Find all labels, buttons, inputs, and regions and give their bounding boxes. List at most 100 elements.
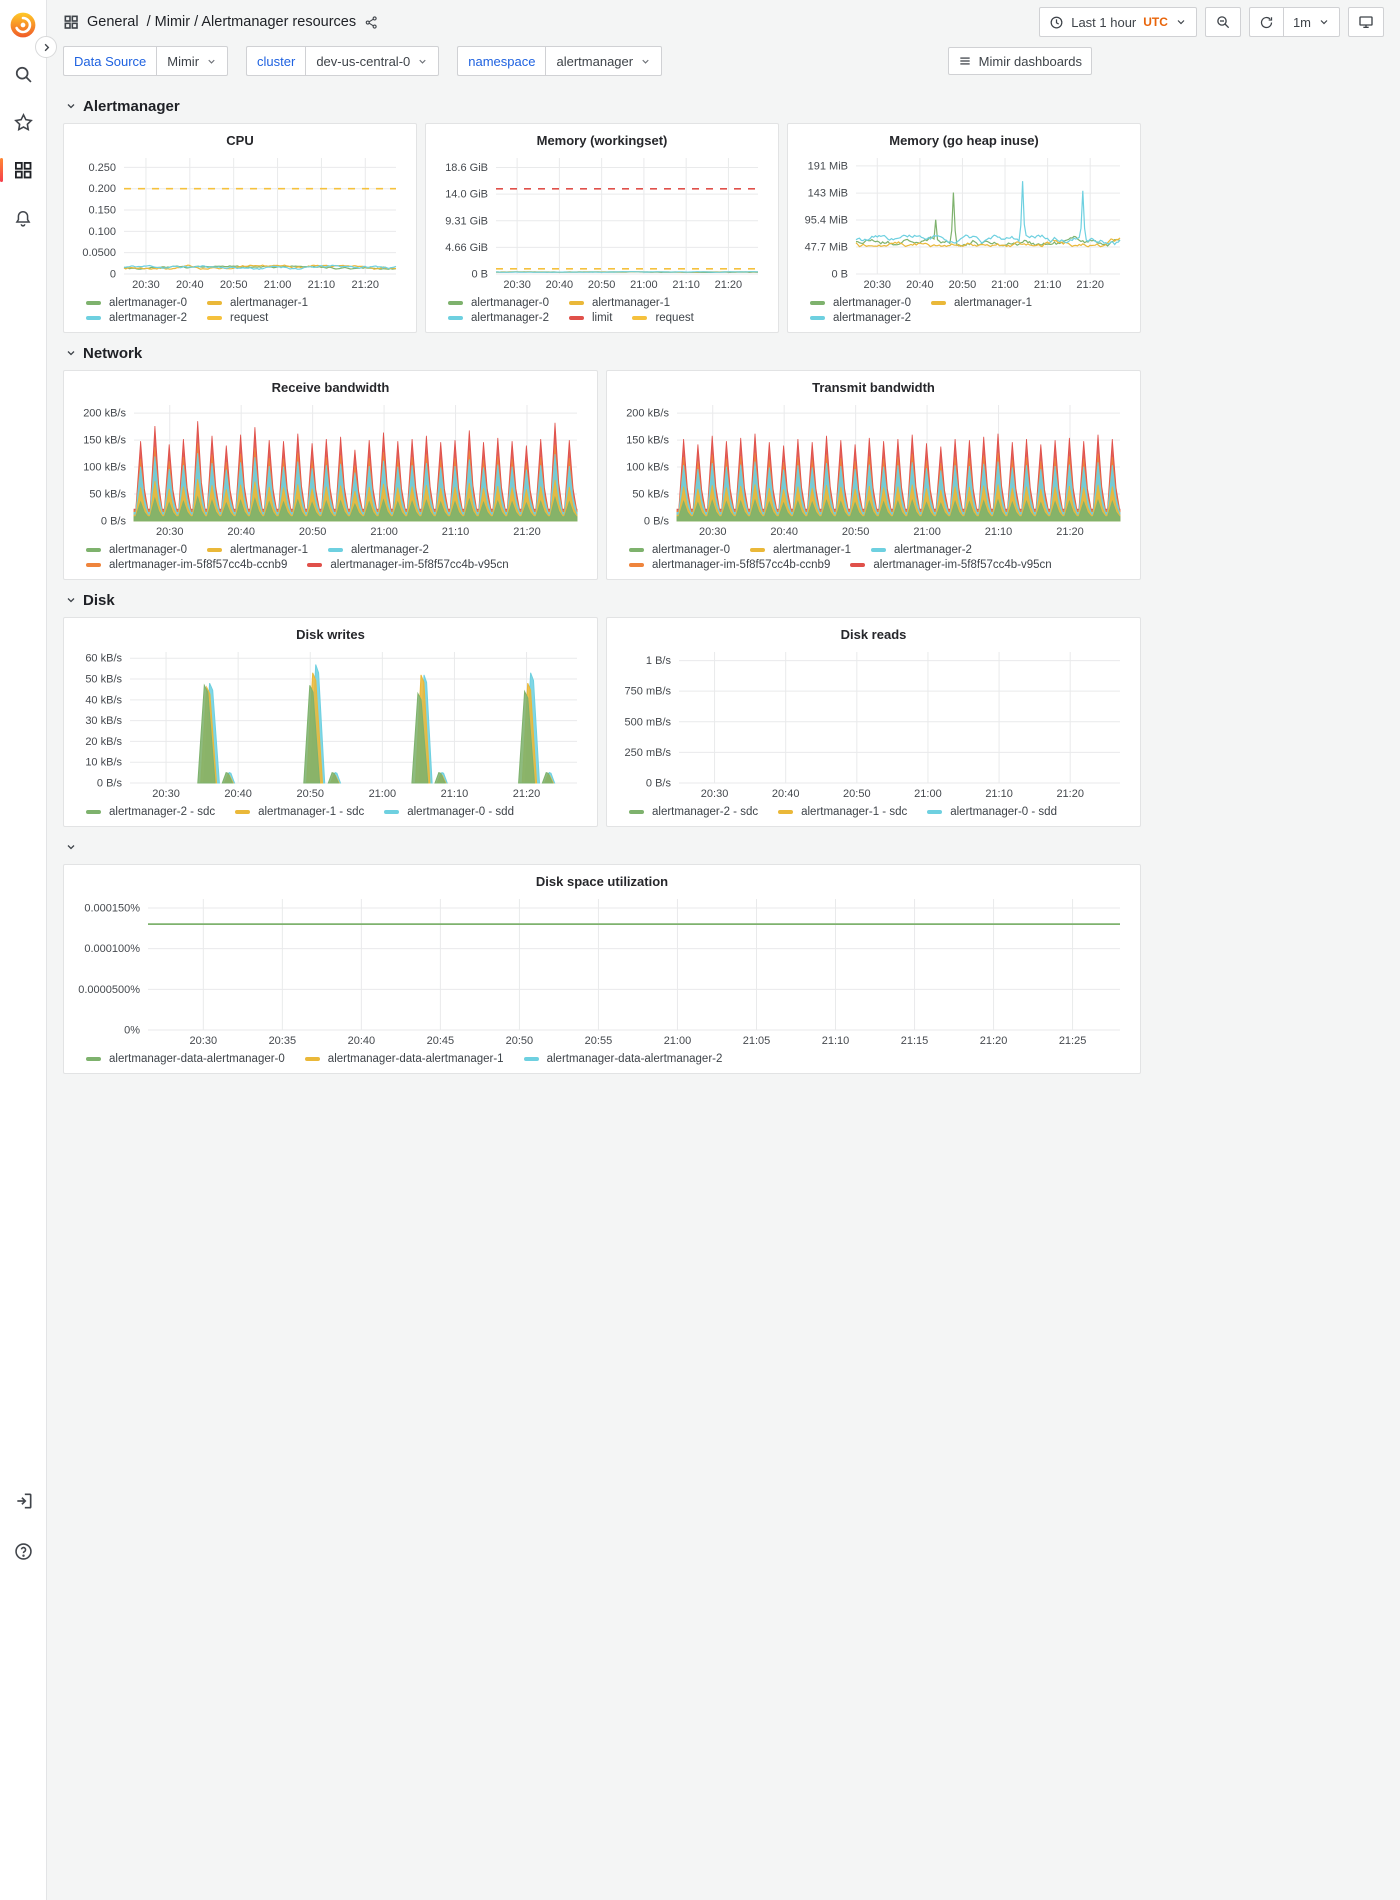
monitor-icon [1359, 16, 1373, 28]
legend-item[interactable]: alertmanager-data-alertmanager-1 [304, 1053, 504, 1065]
refresh-interval-picker[interactable]: 1m [1282, 7, 1340, 37]
legend-item[interactable]: alertmanager-1 [206, 544, 308, 556]
breadcrumb-root[interactable]: General [87, 14, 139, 30]
mimir-dashboards-button[interactable]: Mimir dashboards [947, 47, 1092, 75]
panel-tx: Transmit bandwidth 0 B/s 50 kB/s 100 kB/s 15… [606, 370, 1141, 580]
zoom-out-button[interactable] [1204, 7, 1241, 37]
section-header-disk[interactable]: Disk [65, 590, 1141, 610]
svg-text:0.150: 0.150 [88, 205, 116, 217]
svg-text:47.7 MiB: 47.7 MiB [805, 242, 848, 254]
panel-title[interactable]: Receive bandwidth [271, 380, 390, 395]
legend-item[interactable]: alertmanager-1 [206, 297, 308, 309]
legend-disk_reads: alertmanager-2 - sdc alertmanager-1 - sdc… [617, 802, 1130, 818]
variable-cluster-label[interactable]: cluster [246, 46, 306, 76]
bell-icon [15, 210, 31, 227]
sidebar-item-starred[interactable] [0, 109, 47, 135]
legend-item[interactable]: alertmanager-1 - sdc [778, 806, 907, 818]
legend-item[interactable]: alertmanager-1 - sdc [235, 806, 364, 818]
legend-item[interactable]: request [206, 312, 268, 324]
legend-item[interactable]: alertmanager-im-5f8f57cc4b-ccnb9 [86, 559, 287, 571]
legend-swatch [632, 316, 648, 320]
svg-text:200 kB/s: 200 kB/s [626, 408, 669, 420]
variable-datasource-value-text: Mimir [167, 53, 200, 69]
grafana-logo[interactable] [9, 11, 37, 39]
svg-text:21:05: 21:05 [743, 1035, 771, 1047]
legend-item[interactable]: alertmanager-2 [448, 312, 549, 324]
svg-text:0.000150%: 0.000150% [84, 902, 140, 914]
time-range-picker[interactable]: Last 1 hour UTC [1039, 7, 1197, 37]
chart-disk_reads: 0 B/s 250 mB/s 500 mB/s 750 mB/s 1 B/s 20:30 2… [617, 644, 1130, 802]
legend-item[interactable]: alertmanager-1 [568, 297, 670, 309]
variable-namespace-value[interactable]: alertmanager [545, 46, 663, 76]
sign-in-icon [16, 1493, 31, 1509]
variable-cluster-value[interactable]: dev-us-central-0 [305, 46, 440, 76]
refresh-button[interactable] [1248, 7, 1283, 37]
variable-datasource-label[interactable]: Data Source [63, 46, 157, 76]
sidebar-item-dashboards[interactable] [0, 157, 47, 183]
legend-swatch [629, 810, 644, 814]
legend-label: alertmanager-0 [109, 297, 187, 309]
sidebar-item-help[interactable] [0, 1538, 47, 1564]
svg-text:20 kB/s: 20 kB/s [85, 736, 122, 748]
panel-title[interactable]: CPU [226, 133, 254, 148]
sidebar-expand-button[interactable] [35, 36, 57, 58]
legend-item[interactable]: alertmanager-data-alertmanager-0 [86, 1053, 285, 1065]
legend-item[interactable]: alertmanager-2 [327, 544, 429, 556]
svg-text:20:50: 20:50 [299, 526, 327, 538]
svg-text:40 kB/s: 40 kB/s [85, 694, 122, 706]
legend-item[interactable]: alertmanager-0 [448, 297, 549, 309]
legend-label: alertmanager-2 - sdc [652, 806, 759, 818]
section-header-network[interactable]: Network [65, 343, 1141, 363]
svg-text:20:30: 20:30 [699, 526, 727, 538]
legend-label: alertmanager-im-5f8f57cc4b-ccnb9 [109, 559, 288, 571]
legend-item[interactable]: alertmanager-1 [930, 297, 1032, 309]
panel-title[interactable]: Transmit bandwidth [812, 380, 935, 395]
breadcrumb-path[interactable]: / Mimir / Alertmanager resources [146, 14, 357, 30]
legend-tx: alertmanager-0 alertmanager-1 alertmanager… [617, 540, 1130, 571]
sidebar-item-search[interactable] [0, 61, 47, 87]
legend-item[interactable]: limit [568, 312, 612, 324]
legend-item[interactable]: alertmanager-0 [629, 544, 730, 556]
legend-item[interactable]: alertmanager-0 [86, 297, 187, 309]
panel-title[interactable]: Disk reads [840, 627, 907, 642]
panel-title[interactable]: Disk space utilization [535, 874, 669, 889]
legend-item[interactable]: alertmanager-im-5f8f57cc4b-v95cn [307, 559, 509, 571]
svg-text:20:30: 20:30 [701, 788, 729, 800]
timezone-label: UTC [1143, 15, 1168, 29]
sidebar-item-sign-in[interactable] [0, 1488, 47, 1514]
legend-item[interactable]: alertmanager-2 - sdc [629, 806, 758, 818]
svg-text:21:20: 21:20 [352, 279, 380, 291]
variable-namespace-label[interactable]: namespace [457, 46, 546, 76]
svg-text:20:55: 20:55 [585, 1035, 613, 1047]
svg-text:0 B/s: 0 B/s [646, 778, 672, 790]
svg-text:20:50: 20:50 [949, 279, 977, 291]
legend-item[interactable]: alertmanager-0 [86, 544, 187, 556]
sidebar-item-alerting[interactable] [0, 205, 47, 231]
legend-item[interactable]: alertmanager-2 [870, 544, 972, 556]
legend-item[interactable]: alertmanager-1 [749, 544, 851, 556]
section-header-untitled[interactable] [65, 837, 1141, 857]
legend-item[interactable]: alertmanager-2 [810, 312, 911, 324]
cycle-view-mode-button[interactable] [1348, 7, 1384, 37]
legend-item[interactable]: alertmanager-2 [86, 312, 187, 324]
legend-item[interactable]: alertmanager-0 - sdd [384, 806, 514, 818]
panel-title[interactable]: Disk writes [296, 627, 365, 642]
legend-item[interactable]: alertmanager-data-alertmanager-2 [523, 1053, 722, 1065]
section-header-alertmanager[interactable]: Alertmanager [65, 96, 1141, 116]
legend-item[interactable]: alertmanager-im-5f8f57cc4b-ccnb9 [629, 559, 830, 571]
section-title: Disk [83, 591, 115, 609]
legend-item[interactable]: request [632, 312, 694, 324]
panel-title[interactable]: Memory (workingset) [536, 133, 668, 148]
chart-disk_space: 0% 0.0000500% 0.000100% 0.000150% 20:30 20:35… [74, 891, 1130, 1049]
chart-disk_writes: 0 B/s 10 kB/s 20 kB/s 30 kB/s 40 kB/s 50 kB/s… [74, 644, 587, 802]
variable-datasource-value[interactable]: Mimir [156, 46, 229, 76]
legend-swatch [568, 316, 584, 320]
legend-item[interactable]: alertmanager-im-5f8f57cc4b-v95cn [850, 559, 1052, 571]
legend-item[interactable]: alertmanager-2 - sdc [86, 806, 215, 818]
svg-text:20:30: 20:30 [156, 526, 184, 538]
legend-item[interactable]: alertmanager-0 - sdd [927, 806, 1057, 818]
panel-title[interactable]: Memory (go heap inuse) [889, 133, 1039, 148]
legend-swatch [523, 1057, 539, 1061]
share-icon[interactable] [364, 15, 379, 30]
legend-item[interactable]: alertmanager-0 [810, 297, 911, 309]
